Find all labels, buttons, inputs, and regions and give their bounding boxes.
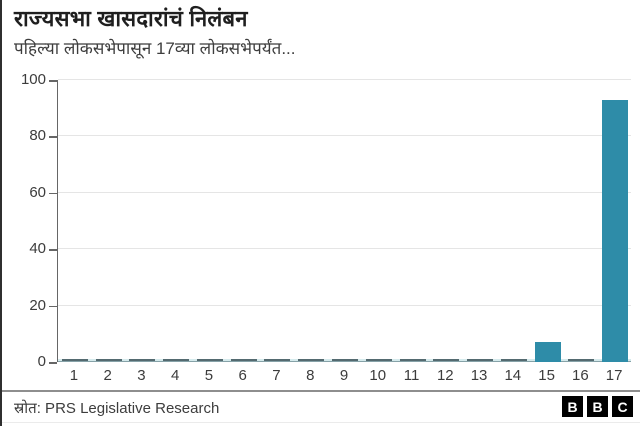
bar-16 [568, 359, 595, 361]
x-tick-label-11: 11 [403, 367, 420, 384]
bar-4 [163, 359, 190, 361]
x-tick-label-9: 9 [339, 367, 349, 384]
bbc-logo-letter-3: C [612, 396, 633, 417]
bbc-logo-letter-2: B [587, 396, 608, 417]
gridline-80 [58, 135, 631, 137]
bar-3 [129, 359, 156, 361]
bar-1 [61, 359, 88, 361]
x-tick-label-6: 6 [238, 367, 247, 384]
x-axis-line [58, 361, 631, 362]
y-axis-labels: 0 20 40 60 80 100 [2, 72, 46, 370]
x-tick-label-1: 1 [69, 367, 79, 384]
chart-subtitle: पहिल्या लोकसभेपासून 17व्या लोकसभेपर्यंत.… [14, 39, 296, 58]
x-tick-label-2: 2 [103, 367, 112, 384]
bar-2 [95, 359, 122, 361]
bar-6 [230, 359, 257, 361]
x-tick-label-13: 13 [470, 367, 488, 384]
bar-5 [196, 359, 223, 361]
gridline-20 [58, 304, 631, 306]
y-tick-mark-100 [49, 80, 57, 82]
y-tick-mark-40 [49, 249, 57, 251]
x-tick-label-3: 3 [137, 367, 146, 384]
bar-15 [534, 342, 561, 362]
y-tick-mark-0 [49, 362, 57, 364]
x-tick-label-4: 4 [171, 367, 180, 384]
y-tick-label-100: 100 [20, 71, 46, 88]
y-axis-ticks [49, 80, 57, 364]
y-tick-mark-60 [49, 192, 57, 195]
bar-17 [602, 100, 629, 362]
plot-area [57, 79, 631, 362]
y-tick-label-40: 40 [29, 240, 46, 258]
source-label: स्रोत: PRS Legislative Research [14, 400, 220, 417]
gridline-60 [58, 191, 631, 193]
gridline-40 [58, 248, 631, 250]
x-tick-label-17: 17 [605, 367, 623, 384]
x-tick-label-7: 7 [272, 367, 281, 384]
x-tick-label-16: 16 [572, 367, 589, 384]
y-tick-label-80: 80 [29, 127, 46, 145]
x-tick-label-15: 15 [538, 367, 555, 384]
chart-title: राज्यसभा खासदारांचं निलंबन [14, 6, 248, 31]
bar-7 [264, 359, 291, 361]
y-tick-label-60: 60 [29, 183, 46, 201]
x-tick-label-12: 12 [436, 367, 454, 384]
x-axis-labels: 1 2 3 4 5 6 7 8 9 10 11 12 13 14 15 16 17 [57, 367, 631, 385]
y-tick-label-0: 0 [37, 353, 46, 370]
bar-8 [298, 359, 325, 361]
bar-11 [399, 359, 426, 361]
y-tick-mark-80 [49, 136, 57, 138]
bar-9 [332, 359, 358, 361]
y-tick-mark-20 [49, 305, 57, 308]
y-tick-label-20: 20 [29, 296, 46, 314]
x-tick-label-8: 8 [306, 367, 315, 384]
x-tick-label-5: 5 [204, 367, 214, 384]
bar-14 [500, 359, 527, 361]
bar-13 [467, 359, 494, 361]
footer-divider [2, 390, 640, 392]
x-tick-label-10: 10 [369, 367, 387, 384]
bbc-logo-letter-1: B [562, 396, 583, 417]
bar-10 [365, 359, 392, 361]
bottom-rule [2, 422, 640, 423]
x-tick-label-14: 14 [504, 367, 522, 384]
gridline-100 [58, 79, 631, 80]
bar-12 [433, 359, 460, 361]
